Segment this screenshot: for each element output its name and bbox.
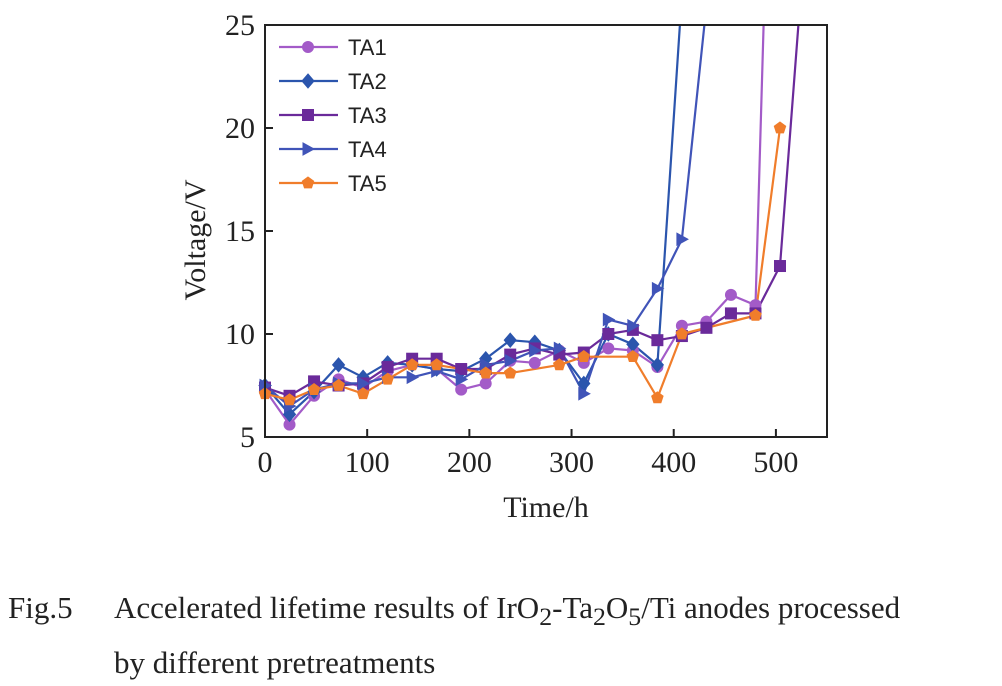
caption-text-dash: -Ta bbox=[552, 590, 593, 625]
data-point-ta5 bbox=[773, 121, 787, 134]
data-point-ta4 bbox=[357, 376, 371, 391]
data-point-ta4 bbox=[553, 341, 567, 356]
legend-label-ta4: TA4 bbox=[348, 137, 387, 162]
data-point-ta5 bbox=[675, 327, 689, 340]
data-point-ta2 bbox=[650, 357, 665, 373]
x-axis-label: Time/h bbox=[503, 491, 589, 524]
caption-text-a: Accelerated lifetime results of IrO bbox=[114, 590, 540, 625]
legend-marker-ta5 bbox=[301, 176, 315, 189]
legend-label-ta2: TA2 bbox=[348, 69, 387, 94]
data-point-ta4 bbox=[455, 372, 469, 387]
data-point-ta3 bbox=[455, 363, 468, 376]
legend-marker-ta2 bbox=[301, 73, 315, 89]
data-point-ta1 bbox=[528, 356, 541, 369]
data-point-ta3 bbox=[773, 260, 786, 273]
data-point-ta4 bbox=[529, 343, 542, 358]
data-point-ta5 bbox=[651, 391, 664, 404]
data-point-ta3 bbox=[381, 360, 394, 373]
legend-item-ta3: TA3 bbox=[279, 103, 387, 128]
data-point-ta4 bbox=[504, 353, 518, 368]
caption-sub-c: 5 bbox=[628, 602, 642, 632]
data-point-ta3 bbox=[700, 321, 713, 334]
data-point-ta5 bbox=[577, 350, 591, 363]
data-point-ta4 bbox=[627, 318, 640, 333]
legend: TA1 TA2 TA3 TA4 TA5 bbox=[279, 35, 387, 196]
legend-label-ta1: TA1 bbox=[348, 35, 387, 60]
data-point-ta5 bbox=[479, 366, 493, 379]
caption-sub-a: 2 bbox=[539, 602, 553, 632]
data-point-ta5 bbox=[307, 383, 321, 395]
legend-marker-ta3 bbox=[302, 109, 314, 121]
x-axis: 0 100 200 300 400 500 bbox=[258, 429, 798, 479]
legend-label-ta5: TA5 bbox=[348, 171, 387, 196]
y-tick-label: 15 bbox=[225, 215, 255, 248]
data-point-ta5 bbox=[356, 387, 370, 400]
legend-item-ta2: TA2 bbox=[279, 69, 387, 94]
y-axis-label: Voltage/V bbox=[179, 179, 212, 300]
y-tick-label: 25 bbox=[225, 9, 255, 42]
data-point-ta2 bbox=[503, 332, 517, 348]
series-line-ta5 bbox=[265, 127, 782, 401]
y-tick-label: 10 bbox=[225, 318, 255, 351]
legend-item-ta5: TA5 bbox=[279, 171, 387, 196]
data-point-ta5 bbox=[503, 366, 517, 379]
data-point-ta1 bbox=[724, 288, 737, 301]
data-point-ta3 bbox=[651, 334, 664, 347]
y-tick-label: 20 bbox=[225, 112, 255, 145]
caption-figure-number: Fig.5 bbox=[8, 590, 73, 625]
caption-line-1: Fig.5 Accelerated lifetime results of IrO… bbox=[8, 585, 998, 640]
x-tick-label: 0 bbox=[258, 446, 273, 479]
legend-item-ta4: TA4 bbox=[279, 137, 387, 162]
data-point-ta2 bbox=[331, 357, 346, 373]
x-tick-label: 500 bbox=[753, 446, 798, 479]
data-point-ta5 bbox=[283, 393, 296, 406]
data-point-ta4 bbox=[578, 386, 591, 401]
data-point-ta1 bbox=[602, 342, 615, 355]
data-point-ta4 bbox=[651, 281, 665, 296]
data-point-ta3 bbox=[602, 328, 615, 340]
data-point-ta5 bbox=[430, 358, 443, 371]
x-tick-label: 100 bbox=[345, 446, 390, 479]
plot-area bbox=[258, 24, 828, 438]
y-axis: 5 10 15 20 25 bbox=[225, 9, 273, 454]
x-tick-label: 200 bbox=[447, 446, 492, 479]
legend-marker-ta4 bbox=[302, 142, 316, 156]
data-point-ta4 bbox=[602, 312, 616, 327]
x-tick-label: 400 bbox=[651, 446, 696, 479]
legend-item-ta1: TA1 bbox=[279, 35, 387, 60]
data-point-ta5 bbox=[626, 350, 640, 363]
caption-text-b: /Ti anodes processed bbox=[641, 590, 901, 625]
data-point-ta5 bbox=[332, 378, 345, 391]
caption-text-o: O bbox=[605, 590, 629, 625]
y-tick-label: 5 bbox=[240, 421, 255, 454]
line-chart: 0 100 200 300 400 500 5 10 15 20 25 Time/h Voltag… bbox=[179, 9, 828, 524]
data-point-ta4 bbox=[406, 370, 420, 385]
legend-marker-ta1 bbox=[302, 41, 314, 53]
data-point-ta3 bbox=[724, 307, 737, 320]
data-point-ta5 bbox=[405, 358, 419, 371]
data-point-ta1 bbox=[479, 377, 492, 390]
caption-line-2: by different pretreatments bbox=[114, 645, 436, 681]
figure-caption: Fig.5 Accelerated lifetime results of IrO… bbox=[8, 585, 998, 686]
data-point-ta1 bbox=[455, 383, 468, 396]
data-point-ta4 bbox=[676, 232, 689, 247]
data-point-ta5 bbox=[381, 372, 394, 385]
x-tick-label: 300 bbox=[549, 446, 594, 479]
caption-sub-b: 2 bbox=[592, 602, 606, 632]
legend-label-ta3: TA3 bbox=[348, 103, 387, 128]
data-point-ta5 bbox=[749, 308, 762, 321]
series-markers-ta5 bbox=[258, 121, 787, 406]
data-point-ta5 bbox=[552, 358, 566, 371]
caption-text: Accelerated lifetime results of IrO2-Ta2… bbox=[114, 585, 900, 640]
